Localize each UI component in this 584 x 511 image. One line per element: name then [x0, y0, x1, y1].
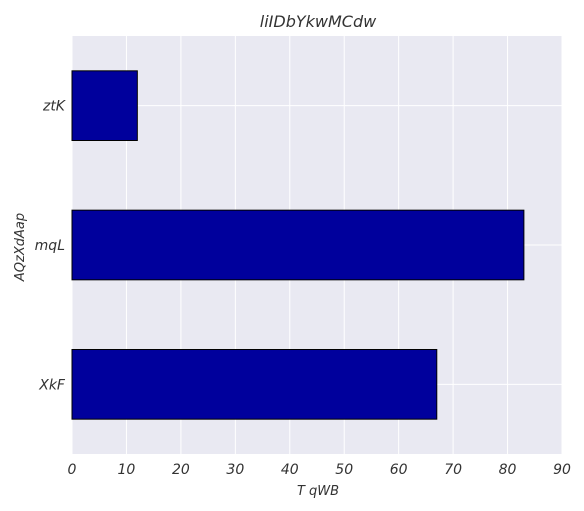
x-tick-label: 40	[281, 462, 299, 478]
y-tick-label: mqL	[35, 238, 65, 254]
x-tick-label: 90	[553, 462, 571, 478]
bars	[71, 70, 525, 420]
y-tick-label: ztK	[42, 99, 67, 115]
x-tick-label: 0	[68, 462, 77, 478]
bar-ztK	[71, 70, 138, 141]
x-axis-label: T qWB	[297, 484, 339, 499]
chart-title: liIDbYkwMCdw	[260, 12, 377, 31]
x-tick-label: 70	[444, 462, 462, 478]
x-tick-label: 20	[172, 462, 190, 478]
bar-mqL	[71, 209, 525, 281]
x-tick-label: 50	[335, 462, 353, 478]
x-tick-label: 30	[226, 462, 244, 478]
x-tick-label: 60	[390, 462, 408, 478]
bar-XkF	[71, 349, 438, 420]
x-tick-labels: 0 10 20 30 40 50 60 70 80 90	[68, 462, 571, 478]
x-tick-label: 80	[499, 462, 517, 478]
y-tick-labels: ztK mqL XkF	[35, 99, 67, 394]
x-tick-label: 10	[118, 462, 136, 478]
y-tick-label: XkF	[38, 377, 66, 393]
y-axis-label: AQzXdAap	[13, 213, 28, 282]
